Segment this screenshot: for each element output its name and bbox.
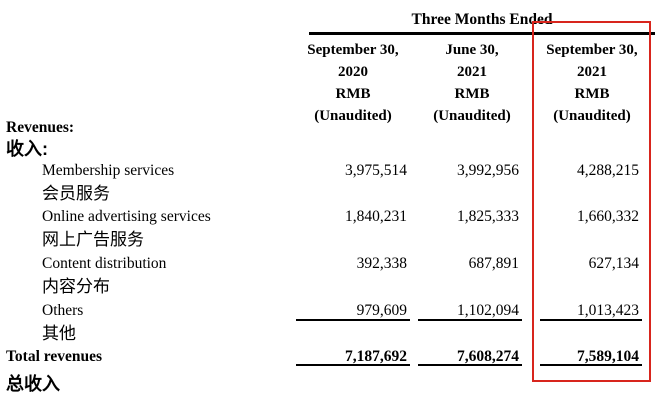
cell-value: 3,975,514: [345, 162, 407, 179]
column-header-note: (Unaudited): [314, 108, 392, 124]
total-cell-value: 7,608,274: [418, 347, 522, 366]
cell-value: 3,992,956: [457, 162, 519, 179]
total-cell-value: 7,187,692: [296, 347, 410, 366]
total-cell-value: 7,589,104: [540, 347, 642, 366]
column-header-period: June 30,: [445, 42, 499, 58]
column-header-year: 2021: [577, 64, 607, 80]
total-label-en: Total revenues: [6, 348, 103, 365]
cell-value: 392,338: [356, 255, 407, 272]
column-header-currency: RMB: [454, 86, 490, 102]
cell-value: 1,660,332: [577, 208, 639, 225]
column-header-year: 2021: [457, 64, 487, 80]
row-label-en: Others: [42, 302, 84, 319]
cell-value: 1,840,231: [345, 208, 407, 225]
row-label-zh: 其他: [42, 324, 76, 343]
cell-value: 627,134: [588, 255, 639, 272]
row-label: Total revenues: [6, 347, 296, 366]
cell-value: 1,825,333: [457, 208, 519, 225]
total-label-zh: 总收入: [6, 374, 60, 394]
column-header-period: September 30,: [546, 42, 638, 58]
spanner-header-label: Three Months Ended: [411, 11, 553, 28]
table-row-others: Others 其他 979,609 1,102,094 1,013,423: [6, 301, 654, 347]
row-label: Online advertising services 网上广告服务: [6, 207, 296, 251]
cell-value: 1,102,094: [418, 301, 522, 321]
cell-value: 4,288,215: [577, 162, 639, 179]
section-heading-revenues-zh: 收入:: [6, 139, 48, 159]
column-header-year: 2020: [338, 64, 368, 80]
column-header-period: September 30,: [307, 42, 399, 58]
section-heading-revenues-en: Revenues:: [6, 119, 75, 136]
row-label-zh: 网上广告服务: [42, 230, 144, 249]
table-body: Revenues: 收入: Membership services 会员服务 3…: [6, 119, 654, 396]
column-header-currency: RMB: [335, 86, 371, 102]
cell-value: 979,609: [296, 301, 410, 321]
column-header-sep30-2021: September 30, 2021 RMB (Unaudited): [536, 39, 648, 127]
table-row-online-advertising-services: Online advertising services 网上广告服务 1,840…: [6, 207, 654, 254]
column-header-note: (Unaudited): [553, 108, 631, 124]
row-label-zh: 会员服务: [42, 184, 110, 203]
column-header-sep30-2020: September 30, 2020 RMB (Unaudited): [294, 39, 412, 127]
row-label-zh: 内容分布: [42, 277, 110, 296]
cell-value: 687,891: [468, 255, 519, 272]
column-header-currency: RMB: [574, 86, 610, 102]
table-row-membership-services: Membership services 会员服务 3,975,514 3,992…: [6, 161, 654, 207]
cell-value: 1,013,423: [540, 301, 642, 321]
column-header-jun30-2021: June 30, 2021 RMB (Unaudited): [420, 39, 524, 127]
column-header-note: (Unaudited): [433, 108, 511, 124]
table-row-total-revenues: Total revenues 7,187,692 7,608,274 7,589…: [6, 347, 654, 366]
spanner-header: Three Months Ended: [309, 11, 655, 35]
row-label-en: Membership services: [42, 162, 175, 179]
table-row-content-distribution: Content distribution 内容分布 392,338 687,89…: [6, 254, 654, 301]
row-label: Content distribution 内容分布: [6, 254, 296, 298]
row-label: Others 其他: [6, 301, 296, 345]
row-label-en: Content distribution: [42, 255, 167, 272]
row-label-en: Online advertising services: [42, 208, 211, 225]
row-label: Membership services 会员服务: [6, 161, 296, 205]
